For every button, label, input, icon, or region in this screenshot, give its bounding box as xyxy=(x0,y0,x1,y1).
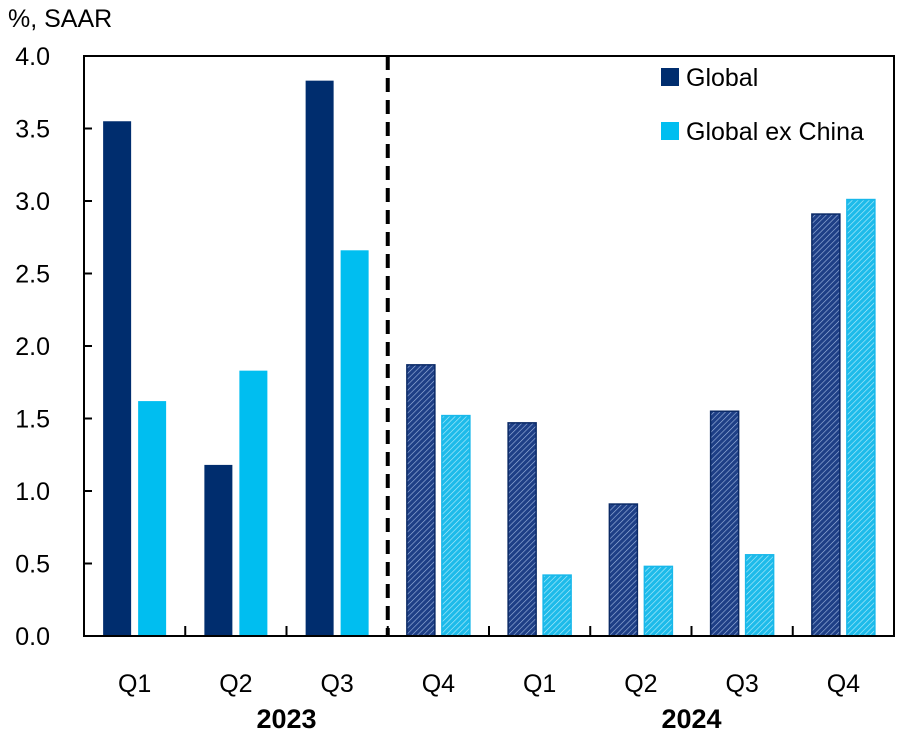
x-axis-ticks xyxy=(184,626,794,636)
x-tick-label: Q3 xyxy=(320,670,353,698)
y-tick-label: 3.5 xyxy=(15,116,50,144)
x-tick-label: Q2 xyxy=(624,670,657,698)
x-tick-label: Q1 xyxy=(118,670,151,698)
bar-global-ex-china-3 xyxy=(441,414,471,637)
y-tick-label: 4.0 xyxy=(15,43,50,71)
bar-global-ex-china-2 xyxy=(340,250,369,637)
y-tick-label: 2.0 xyxy=(15,333,50,361)
y-unit-label: %, SAAR xyxy=(8,5,112,33)
y-tick-label: 3.0 xyxy=(15,188,50,216)
legend-label-global: Global xyxy=(686,64,758,92)
x-axis-labels: Q1 Q2 Q3 Q4 Q1 Q2 Q3 Q4 xyxy=(118,670,860,698)
bar-global-5 xyxy=(608,503,639,637)
year-label-2024: 2024 xyxy=(661,704,721,734)
bars xyxy=(103,80,876,637)
bar-global-4 xyxy=(507,422,537,637)
bar-global-ex-china-5 xyxy=(643,565,674,637)
legend-swatch-global-ex-china xyxy=(661,122,679,140)
bar-global-ex-china-6 xyxy=(744,554,775,637)
legend-swatch-global xyxy=(661,68,679,86)
x-tick-label: Q4 xyxy=(827,670,860,698)
y-tick-label: 0.5 xyxy=(15,551,50,579)
x-tick-label: Q4 xyxy=(422,670,455,698)
y-tick-label: 0.0 xyxy=(15,623,50,651)
bar-global-ex-china-0 xyxy=(138,401,167,636)
x-tick-label: Q2 xyxy=(219,670,252,698)
y-axis-ticks: 0.0 0.5 1.0 1.5 2.0 2.5 3.0 3.5 4.0 xyxy=(15,43,92,651)
x-tick-label: Q3 xyxy=(725,670,758,698)
x-tick-label: Q1 xyxy=(523,670,556,698)
bar-global-1 xyxy=(204,464,233,636)
bar-global-3 xyxy=(406,364,436,637)
bar-global-ex-china-1 xyxy=(239,370,268,636)
year-label-2023: 2023 xyxy=(256,704,316,734)
y-tick-label: 2.5 xyxy=(15,261,50,289)
y-tick-label: 1.5 xyxy=(15,406,50,434)
plot-frame xyxy=(83,55,895,637)
bar-global-6 xyxy=(709,410,740,637)
legend-label-global-ex-china: Global ex China xyxy=(686,118,864,146)
bar-global-2 xyxy=(305,80,334,636)
bar-global-7 xyxy=(811,213,841,637)
bar-global-ex-china-7 xyxy=(846,198,876,637)
bar-global-0 xyxy=(103,121,132,636)
legend: Global Global ex China xyxy=(661,64,864,146)
bar-global-ex-china-4 xyxy=(542,574,572,637)
year-labels: 2023 2024 xyxy=(256,704,721,734)
y-tick-label: 1.0 xyxy=(15,478,50,506)
